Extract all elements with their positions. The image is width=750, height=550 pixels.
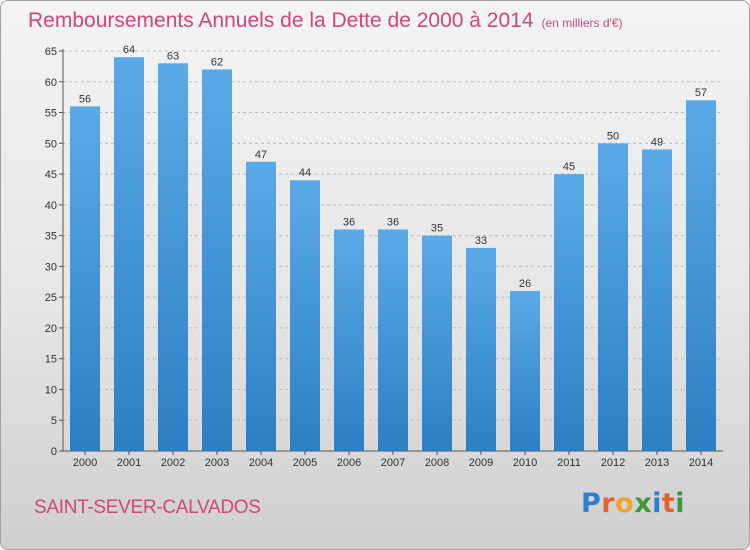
y-tick-label: 25 — [45, 292, 57, 304]
bar-2011 — [554, 174, 584, 452]
y-tick-label: 30 — [45, 261, 57, 273]
y-tick-label: 45 — [45, 169, 57, 181]
y-tick-label: 15 — [45, 354, 57, 366]
proxiti-logo: Proxiti — [581, 488, 685, 519]
bar-2008 — [422, 235, 452, 451]
bar-2005 — [290, 180, 320, 451]
bar-2014 — [686, 100, 716, 451]
value-label-2009: 33 — [475, 235, 487, 247]
x-tick-label-2003: 2003 — [205, 457, 229, 469]
logo-letter: i — [675, 488, 686, 519]
value-label-2008: 35 — [431, 223, 443, 235]
bar-2012 — [598, 143, 628, 452]
bar-2013 — [642, 149, 672, 451]
value-label-2001: 64 — [123, 44, 135, 56]
x-tick-label-2005: 2005 — [293, 457, 317, 469]
value-label-2004: 47 — [255, 149, 267, 161]
x-tick-label-2007: 2007 — [381, 457, 405, 469]
y-tick-label: 40 — [45, 200, 57, 212]
value-label-2002: 63 — [167, 50, 179, 62]
y-tick-label: 55 — [45, 108, 57, 120]
bar-2006 — [334, 229, 364, 451]
value-label-2014: 57 — [695, 87, 707, 99]
label-layer: 56 2000 64 2001 63 2002 62 2003 47 2004 44 2005 36 20… — [73, 44, 713, 469]
value-label-2003: 62 — [211, 56, 223, 68]
bar-layer — [70, 57, 716, 452]
y-tick-label: 20 — [45, 323, 57, 335]
value-label-2000: 56 — [79, 93, 91, 105]
x-tick-label-2009: 2009 — [469, 457, 493, 469]
x-tick-label-2000: 2000 — [73, 457, 97, 469]
logo-letter: P — [581, 488, 602, 519]
x-tick-label-2006: 2006 — [337, 457, 361, 469]
bar-2010 — [510, 291, 540, 451]
bar-2004 — [246, 161, 276, 451]
y-tick-label: 65 — [45, 46, 57, 58]
y-tick-label: 50 — [45, 138, 57, 150]
x-tick-label-2001: 2001 — [117, 457, 141, 469]
x-tick-label-2012: 2012 — [601, 457, 625, 469]
y-tick-label: 60 — [45, 77, 57, 89]
chart-title-text: Remboursements Annuels de la Dette de 20… — [28, 9, 534, 32]
y-tick-label: 0 — [51, 446, 57, 458]
x-tick-label-2011: 2011 — [557, 457, 581, 469]
chart-title: Remboursements Annuels de la Dette de 20… — [28, 9, 623, 33]
bar-2002 — [158, 63, 188, 452]
commune-name: SAINT-SEVER-CALVADOS — [34, 497, 261, 518]
x-tick-label-2014: 2014 — [689, 457, 713, 469]
bar-2003 — [202, 69, 232, 451]
bar-2001 — [114, 57, 144, 452]
chart-unit-label: (en milliers d'€) — [541, 16, 623, 30]
x-tick-label-2002: 2002 — [161, 457, 185, 469]
bar-2000 — [70, 106, 100, 451]
value-label-2006: 36 — [343, 216, 355, 228]
logo-letter: o — [615, 488, 635, 519]
x-tick-label-2004: 2004 — [249, 457, 273, 469]
x-tick-label-2010: 2010 — [513, 457, 537, 469]
logo-letter: t — [661, 488, 676, 519]
x-tick-label-2008: 2008 — [425, 457, 449, 469]
value-label-2011: 45 — [563, 161, 575, 173]
value-label-2013: 49 — [651, 136, 663, 148]
value-label-2012: 50 — [607, 130, 619, 142]
bar-2007 — [378, 229, 408, 451]
logo-letter: x — [634, 488, 653, 519]
x-tick-label-2013: 2013 — [645, 457, 669, 469]
value-label-2010: 26 — [519, 278, 531, 290]
bar-2009 — [466, 247, 496, 451]
y-tick-label: 10 — [45, 384, 57, 396]
value-label-2005: 44 — [299, 167, 311, 179]
value-label-2007: 36 — [387, 216, 399, 228]
logo-letter: i — [652, 488, 662, 519]
y-tick-label: 5 — [51, 415, 57, 427]
y-tick-label: 35 — [45, 231, 57, 243]
logo-letter: r — [601, 488, 616, 519]
